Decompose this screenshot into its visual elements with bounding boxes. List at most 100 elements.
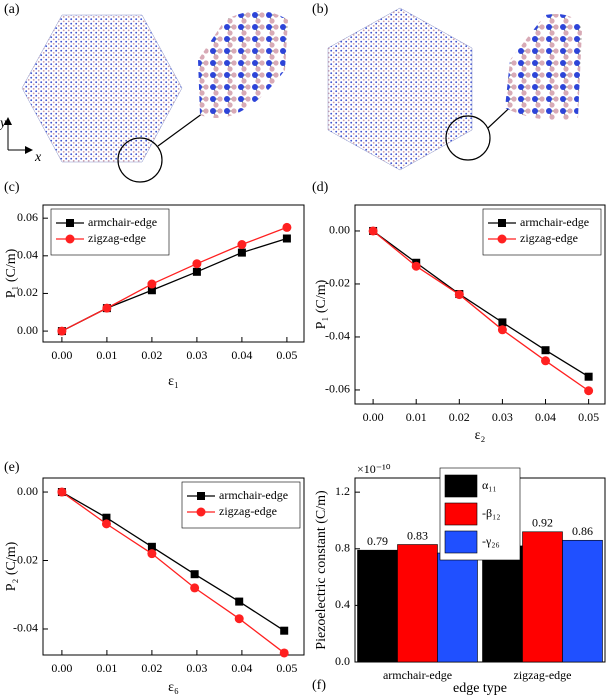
y-multiplier: ×10⁻¹⁰ bbox=[357, 462, 391, 476]
structure-panels: (a) (b) y x bbox=[0, 2, 582, 183]
legend-label: α₁₁ bbox=[482, 478, 497, 492]
marker bbox=[411, 261, 421, 271]
x-tick-label: 0.04 bbox=[535, 410, 556, 424]
zoom-circle bbox=[117, 137, 163, 183]
panel-label: (b) bbox=[312, 2, 329, 17]
x-tick-label: 0.04 bbox=[231, 661, 252, 675]
x-tick-label: 0.02 bbox=[449, 410, 470, 424]
bar bbox=[482, 545, 523, 663]
marker bbox=[102, 513, 111, 522]
marker bbox=[584, 386, 594, 396]
y-tick-label: 0.00 bbox=[329, 223, 350, 237]
bar bbox=[437, 552, 478, 663]
marker bbox=[368, 226, 378, 236]
legend-box bbox=[482, 208, 602, 256]
series-line bbox=[372, 230, 589, 378]
legend-box bbox=[50, 208, 170, 256]
marker bbox=[282, 234, 291, 243]
y-axis-label: P₂ (C/m) bbox=[4, 541, 19, 591]
marker bbox=[147, 542, 156, 551]
x-tick-label: armchair-edge bbox=[383, 668, 452, 682]
marker bbox=[279, 648, 289, 658]
marker bbox=[237, 240, 247, 250]
y-tick-label: -0.02 bbox=[325, 276, 350, 290]
x-tick-label: 0.05 bbox=[276, 661, 297, 675]
y-tick-label: 0.0 bbox=[335, 654, 350, 668]
value-label: 0.92 bbox=[532, 516, 553, 530]
y-tick-label: -0.04 bbox=[13, 621, 38, 635]
legend-label: zigzag-edge bbox=[219, 504, 277, 518]
panel-label: (e) bbox=[4, 460, 20, 475]
y-tick-label: 0.4 bbox=[335, 597, 350, 611]
marker bbox=[147, 286, 156, 295]
x-axis-label: ε₁ bbox=[168, 374, 179, 389]
value-label: 0.86 bbox=[572, 524, 593, 538]
legend-marker bbox=[197, 492, 205, 500]
y-tick-label: 1.2 bbox=[335, 484, 350, 498]
legend-label: zigzag-edge bbox=[88, 231, 146, 245]
series-line bbox=[372, 230, 589, 392]
x-tick-label: 0.00 bbox=[363, 410, 384, 424]
bar bbox=[397, 544, 438, 663]
y-axis-label: P₁ (C/m) bbox=[4, 248, 19, 298]
y-tick-label: 0.00 bbox=[17, 484, 38, 498]
y-tick-label: 0.06 bbox=[17, 210, 38, 224]
y-axis-label: P₁ (C/m) bbox=[314, 279, 329, 329]
legend-box bbox=[181, 481, 301, 529]
marker bbox=[282, 222, 292, 232]
x-axis-label: edge type bbox=[453, 681, 507, 696]
y-tick-label: 0.04 bbox=[17, 248, 38, 262]
axis-indicator-label: x bbox=[34, 150, 42, 165]
y-axis-label: Piezoelectric constant (C/m) bbox=[314, 490, 329, 650]
zoom-circle bbox=[445, 115, 491, 161]
x-tick-label: 0.05 bbox=[578, 410, 599, 424]
lattice-a bbox=[21, 14, 183, 163]
legend-marker bbox=[498, 219, 506, 227]
legend-marker bbox=[196, 507, 206, 517]
marker bbox=[541, 356, 551, 366]
axis-indicator-label: y bbox=[0, 116, 7, 131]
x-tick-label: 0.01 bbox=[406, 410, 427, 424]
y-tick-label: -0.06 bbox=[325, 382, 350, 396]
panel-label: (a) bbox=[4, 2, 20, 17]
x-tick-label: 0.00 bbox=[51, 348, 72, 362]
panel-label: (c) bbox=[4, 180, 20, 195]
x-tick-label: 0.03 bbox=[186, 661, 207, 675]
zoom-view bbox=[198, 11, 288, 118]
legend-label: -β₁₂ bbox=[482, 506, 500, 520]
legend-swatch bbox=[444, 502, 478, 526]
marker bbox=[498, 318, 507, 327]
plot-frame bbox=[42, 477, 305, 656]
marker bbox=[102, 303, 112, 313]
legend-label: armchair-edge bbox=[219, 488, 288, 502]
legend-marker bbox=[66, 219, 74, 227]
y-tick-label: -0.02 bbox=[13, 552, 38, 566]
zoom-view bbox=[505, 14, 582, 121]
marker bbox=[192, 267, 201, 276]
x-tick-label: 0.03 bbox=[186, 348, 207, 362]
plot-frame bbox=[42, 204, 305, 343]
x-tick-label: 0.02 bbox=[141, 348, 162, 362]
series-line bbox=[61, 491, 285, 654]
bar bbox=[522, 531, 563, 663]
marker bbox=[57, 487, 67, 497]
x-tick-label: 0.02 bbox=[141, 661, 162, 675]
legend-swatch bbox=[444, 474, 478, 498]
panel-label: (d) bbox=[312, 180, 329, 195]
value-label: 0.79 bbox=[367, 534, 388, 548]
x-tick-label: 0.04 bbox=[231, 348, 252, 362]
x-axis-label: ε₂ bbox=[475, 428, 486, 443]
marker bbox=[57, 326, 67, 336]
x-tick-label: 0.01 bbox=[96, 348, 117, 362]
y-tick-label: 0.8 bbox=[335, 541, 350, 555]
bar bbox=[357, 549, 398, 663]
x-tick-label: 0.03 bbox=[492, 410, 513, 424]
marker bbox=[190, 570, 199, 579]
plot-frame bbox=[354, 204, 606, 405]
x-tick-label: 0.00 bbox=[51, 661, 72, 675]
x-tick-label: zigzag-edge bbox=[514, 668, 572, 682]
legend-label: armchair-edge bbox=[88, 215, 157, 229]
y-tick-label: 0.00 bbox=[17, 323, 38, 337]
lattice-b bbox=[327, 7, 473, 171]
